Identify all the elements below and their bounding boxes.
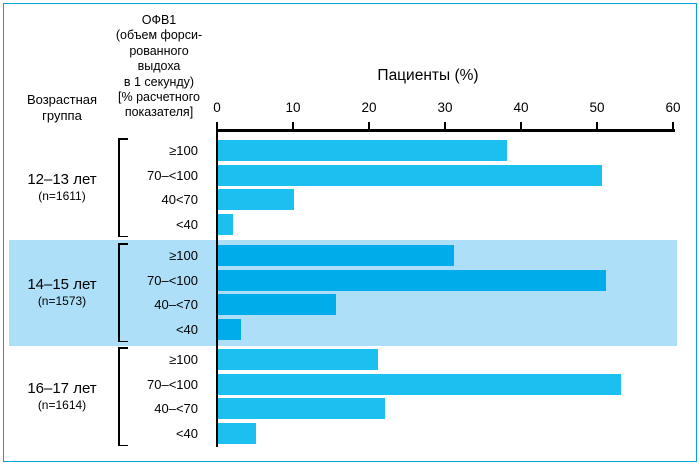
- group-bracket-bottom-tick: [118, 340, 128, 343]
- bar-12–13лет-4: [218, 214, 234, 236]
- category-label: 70–<100: [147, 167, 198, 183]
- group-bracket-top-tick: [118, 243, 128, 245]
- fev1-column-header: ОФВ1 (объем форси- рованного выдоха в 1 …: [115, 13, 203, 120]
- category-label: 70–<100: [147, 272, 198, 288]
- x-axis-tick: [520, 122, 522, 129]
- group-bracket-line: [118, 243, 120, 343]
- category-label: <40: [175, 217, 198, 233]
- category-label: ≥100: [169, 248, 198, 263]
- figure-border: [3, 3, 697, 462]
- group-bracket-line: [118, 347, 120, 447]
- x-axis-tick-label: 20: [361, 100, 377, 115]
- group-label-block: 16–17 лет (n=1614): [6, 380, 118, 412]
- x-axis-tick-label: 10: [285, 100, 301, 115]
- bar-16–17лет-2: [218, 373, 621, 395]
- x-axis-tick-label: 0: [213, 100, 221, 115]
- bar-12–13лет-3: [218, 189, 294, 211]
- x-axis-tick: [216, 122, 218, 129]
- bar-14–15лет-2: [218, 269, 606, 291]
- group-bracket-top-tick: [118, 347, 128, 349]
- category-label: ≥100: [169, 143, 198, 158]
- group-n-label: (n=1611): [38, 188, 86, 203]
- x-axis-line: [215, 129, 675, 132]
- x-axis-title: Пациенты (%): [377, 67, 479, 84]
- group-bracket-top-tick: [118, 138, 128, 140]
- group-label: 16–17 лет: [27, 379, 97, 397]
- bar-12–13лет-2: [218, 164, 602, 186]
- category-label: 40–<70: [154, 401, 198, 417]
- x-axis-tick-label: 50: [589, 100, 605, 115]
- group-bracket-line: [118, 138, 120, 238]
- category-label: 40<70: [161, 192, 198, 208]
- x-axis-tick: [292, 122, 294, 129]
- bar-14–15лет-4: [218, 319, 241, 341]
- group-label: 14–15 лет: [27, 275, 97, 293]
- bar-14–15лет-3: [218, 294, 336, 316]
- category-label: <40: [175, 426, 198, 442]
- category-label: 70–<100: [147, 376, 198, 392]
- age-group-column-header: Возрастная группа: [26, 92, 98, 123]
- x-axis-tick: [672, 122, 674, 129]
- bar-14–15лет-1: [218, 245, 454, 266]
- group-label-block: 14–15 лет (n=1573): [6, 276, 118, 308]
- x-axis-tick-label: 60: [665, 100, 681, 115]
- bar-12–13лет-1: [218, 140, 507, 161]
- group-label-block: 12–13 лет (n=1611): [6, 171, 118, 203]
- group-n-label: (n=1573): [37, 293, 87, 308]
- x-axis-tick-label: 30: [437, 100, 453, 115]
- y-axis-line: [215, 129, 218, 447]
- group-label: 12–13 лет: [27, 170, 97, 188]
- x-axis-tick-label: 40: [513, 100, 529, 115]
- x-axis-tick: [596, 122, 598, 129]
- category-label: 40–<70: [154, 297, 198, 313]
- bar-16–17лет-4: [218, 423, 256, 445]
- bar-16–17лет-1: [218, 349, 378, 370]
- category-label: <40: [175, 322, 198, 338]
- x-axis-tick: [444, 122, 446, 129]
- group-bracket-bottom-tick: [118, 444, 128, 447]
- group-bracket-bottom-tick: [118, 235, 128, 238]
- bar-16–17лет-3: [218, 398, 386, 420]
- group-n-label: (n=1614): [37, 397, 87, 412]
- category-label: ≥100: [169, 352, 198, 367]
- x-axis-tick: [368, 122, 370, 129]
